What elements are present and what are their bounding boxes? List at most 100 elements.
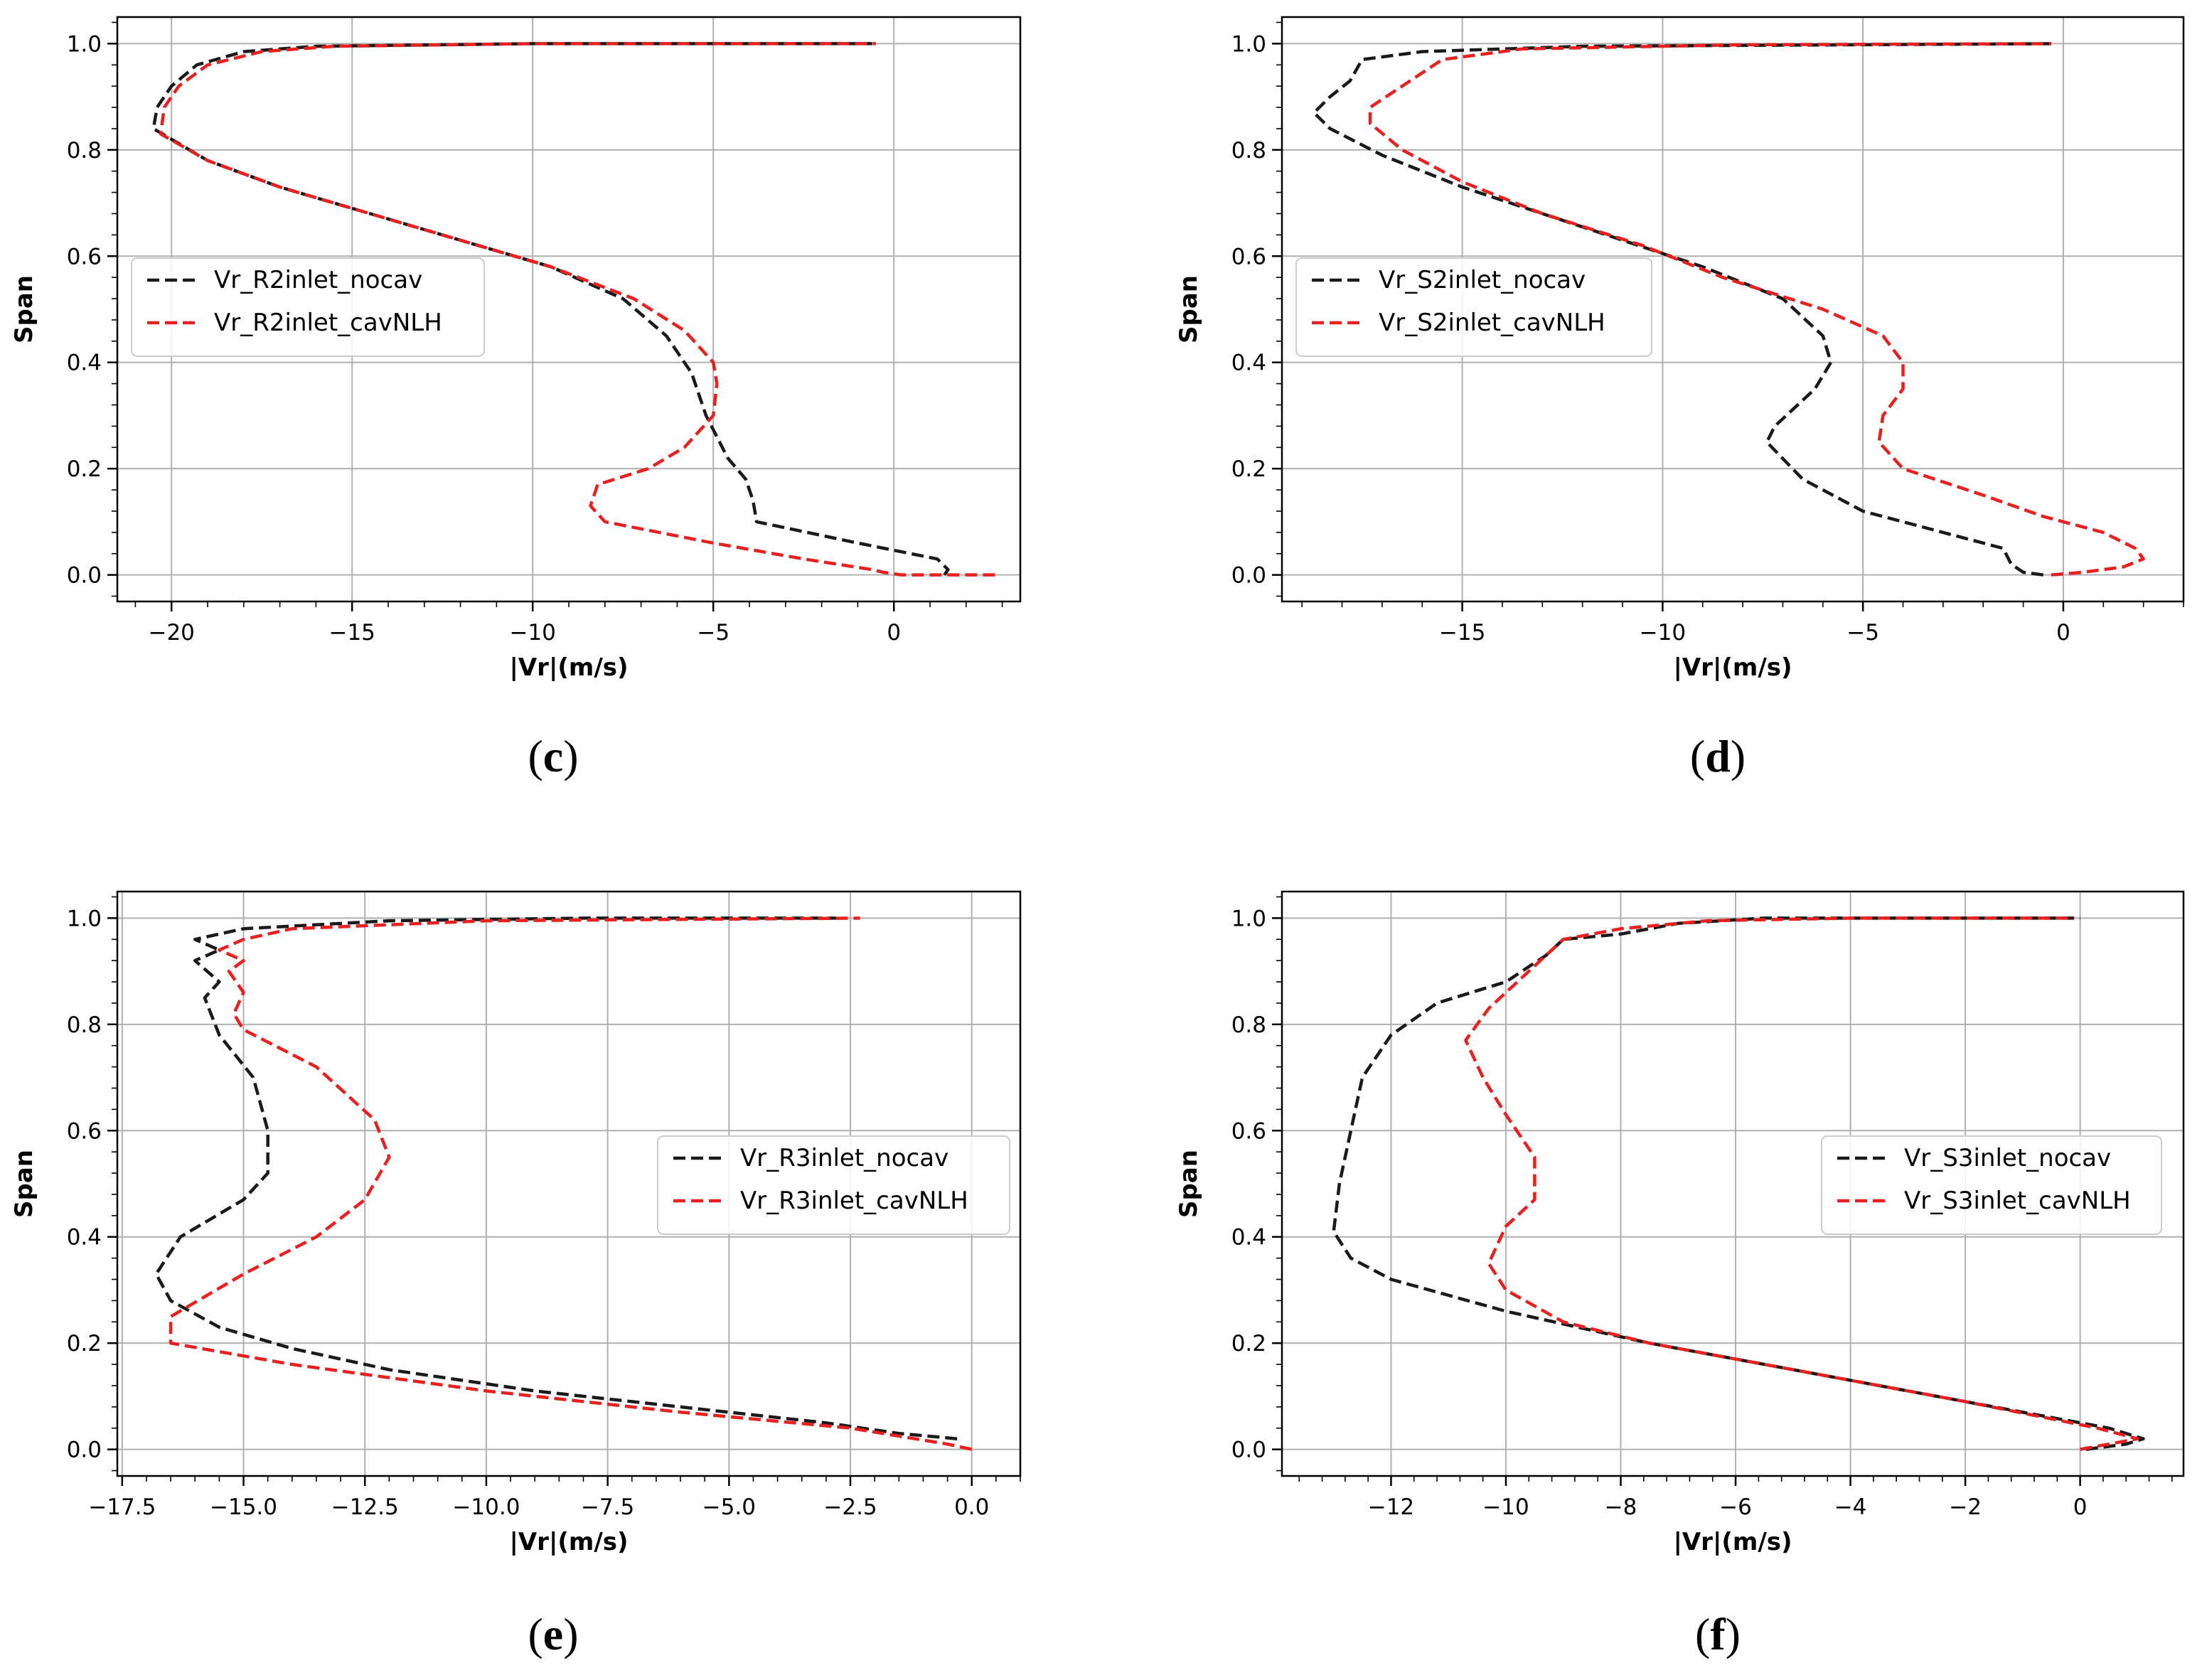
legend-label: Vr_S3inlet_nocav [1904, 1144, 2111, 1172]
x-tick-label: −10 [1482, 1494, 1529, 1520]
caption-paren-close: ) [563, 731, 578, 781]
x-tick-label: −10 [509, 620, 555, 646]
y-tick-label: 0.0 [1231, 563, 1266, 589]
y-tick-label: 0.6 [1231, 244, 1266, 269]
y-tick-label: 1.0 [67, 906, 102, 931]
series-line-Vr_R2inlet_cavNLH [159, 42, 995, 577]
y-axis-label: Span [1175, 1150, 1203, 1218]
x-tick-label: −5 [1846, 620, 1879, 646]
caption-letter: e [543, 1609, 563, 1659]
x-tick-label: −5.0 [702, 1494, 756, 1520]
legend-label: Vr_S2inlet_cavNLH [1379, 309, 1605, 337]
x-tick-label: −4 [1834, 1494, 1867, 1520]
x-tick-label: 0 [2056, 620, 2070, 646]
y-axis-label: Span [10, 275, 38, 343]
series-line-Vr_S3inlet_cavNLH [1464, 916, 2139, 1451]
legend-label: Vr_R2inlet_cavNLH [214, 309, 442, 337]
x-axis-label: |Vr|(m/s) [509, 1528, 628, 1556]
x-tick-label: −15.0 [210, 1494, 277, 1520]
y-tick-label: 0.2 [67, 456, 102, 482]
caption-paren-close: ) [563, 1609, 578, 1659]
y-tick-label: 0.8 [67, 138, 102, 164]
legend-box [1821, 1135, 2162, 1235]
chart-panel-c: −20 −15 −10 −5 0 0.0 0.2 0.4 0.6 0.8 1.0 |Vr|(m/s) S… [10, 16, 1022, 781]
y-tick-label: 0.0 [67, 1438, 102, 1463]
y-tick-label: 0.4 [1231, 351, 1266, 376]
x-tick-label: −7.5 [581, 1494, 634, 1520]
x-tick-label: −6 [1719, 1494, 1752, 1520]
plot-frame [116, 890, 1022, 1477]
legend-label: Vr_R3inlet_nocav [740, 1144, 948, 1172]
x-tick-label: −15 [328, 620, 375, 646]
caption-paren-open: ( [1690, 731, 1705, 781]
panel-caption: (f) [1695, 1609, 1741, 1659]
y-tick-label: 0.0 [1231, 1438, 1266, 1463]
y-tick-label: 0.6 [67, 1118, 102, 1144]
y-tick-label: 0.4 [67, 1225, 102, 1251]
caption-paren-open: ( [1695, 1609, 1710, 1659]
panel-caption: (c) [528, 731, 578, 781]
x-axis-label: |Vr|(m/s) [1673, 653, 1792, 682]
plot-frame [1281, 890, 2185, 1477]
chart-panel-f: −12 −10 −8 −6 −4 −2 0 0.0 0.2 0.4 0.6 0.8 1.0 |Vr|(m/… [1175, 890, 2185, 1659]
y-tick-label: 0.6 [67, 244, 102, 269]
x-tick-label: −5 [697, 620, 729, 646]
series-line-Vr_S2inlet_cavNLH [1368, 42, 2145, 577]
legend: Vr_S3inlet_nocav Vr_S3inlet_cavNLH [1821, 1135, 2162, 1235]
panel-caption: (e) [528, 1609, 578, 1659]
legend-label: Vr_R3inlet_cavNLH [740, 1187, 968, 1215]
legend-label: Vr_S2inlet_nocav [1379, 266, 1586, 294]
panel-caption: (d) [1690, 731, 1746, 781]
plot-frame [116, 16, 1022, 603]
x-tick-label: −20 [148, 620, 194, 646]
y-tick-label: 0.8 [1231, 138, 1266, 164]
caption-letter: c [543, 731, 563, 781]
x-tick-label: −17.5 [88, 1494, 156, 1520]
x-tick-label: −10 [1640, 620, 1686, 646]
caption-paren-open: ( [528, 731, 543, 781]
x-tick-label: 0 [887, 620, 901, 646]
legend: Vr_R2inlet_nocav Vr_R2inlet_cavNLH [131, 257, 485, 357]
y-tick-label: 0.2 [1231, 1331, 1266, 1357]
legend: Vr_R3inlet_nocav Vr_R3inlet_cavNLH [657, 1135, 1010, 1235]
x-tick-label: −8 [1605, 1494, 1637, 1520]
legend-box [1295, 257, 1652, 357]
plot-frame [1281, 16, 2185, 603]
x-axis-label: |Vr|(m/s) [1673, 1528, 1792, 1556]
caption-paren-open: ( [528, 1609, 543, 1659]
x-axis-label: |Vr|(m/s) [509, 653, 628, 682]
x-tick-label: −15 [1439, 620, 1485, 646]
x-tick-label: −12 [1368, 1494, 1414, 1520]
legend-box [131, 257, 485, 357]
x-tick-label: −10.0 [452, 1494, 520, 1520]
y-tick-label: 1.0 [1231, 906, 1266, 931]
x-tick-label: 0.0 [954, 1494, 989, 1520]
y-tick-label: 0.8 [67, 1012, 102, 1038]
caption-paren-close: ) [1731, 731, 1746, 781]
legend: Vr_S2inlet_nocav Vr_S2inlet_cavNLH [1295, 257, 1652, 357]
series-line-Vr_S2inlet_nocav [1312, 42, 2056, 577]
series-line-Vr_R3inlet_nocav [154, 916, 958, 1440]
y-axis-label: Span [1175, 275, 1203, 343]
chart-panel-d: −15 −10 −5 0 0.0 0.2 0.4 0.6 0.8 1.0 |Vr|(m/s) Span… [1175, 16, 2185, 781]
legend-label: Vr_R2inlet_nocav [214, 266, 422, 294]
y-tick-label: 0.2 [1231, 456, 1266, 482]
x-tick-label: −2 [1949, 1494, 1982, 1520]
legend-box [657, 1135, 1010, 1235]
caption-paren-close: ) [1726, 1609, 1741, 1659]
series-line-Vr_S3inlet_nocav [1332, 916, 2145, 1451]
x-tick-label: −12.5 [331, 1494, 399, 1520]
x-tick-label: −2.5 [823, 1494, 877, 1520]
series-line-Vr_R3inlet_cavNLH [169, 916, 973, 1451]
y-tick-label: 0.8 [1231, 1012, 1266, 1038]
legend-label: Vr_S3inlet_cavNLH [1904, 1187, 2131, 1215]
y-tick-label: 0.4 [67, 351, 102, 376]
y-tick-label: 0.6 [1231, 1118, 1266, 1144]
chart-panel-e: −17.5 −15.0 −12.5 −10.0 −7.5 −5.0 −2.5 0.0 0.0 0.… [10, 890, 1022, 1659]
y-tick-label: 1.0 [67, 31, 102, 57]
y-tick-label: 0.0 [67, 563, 102, 589]
y-axis-label: Span [10, 1150, 38, 1218]
caption-letter: d [1705, 731, 1731, 781]
x-tick-label: 0 [2073, 1494, 2088, 1520]
